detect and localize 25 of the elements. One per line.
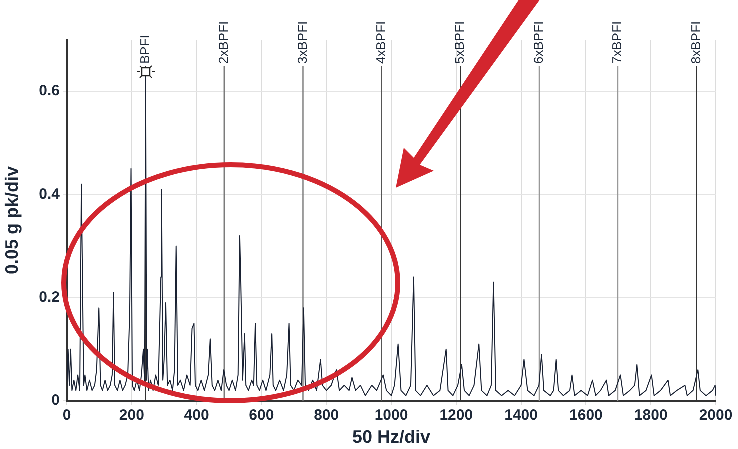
y-axis-title: 0.05 g pk/div <box>2 166 22 275</box>
ref-line-label: 2xBPFI <box>216 21 231 64</box>
ref-line-label: BPFI <box>137 35 152 64</box>
x-tick-label: 1800 <box>634 407 668 424</box>
x-tick-label: 1600 <box>570 407 603 424</box>
ref-line-label: 3xBPFI <box>294 21 310 64</box>
ref-line-label: 6xBPFI <box>531 21 546 64</box>
x-tick-label: 1000 <box>374 407 408 424</box>
y-tick-label: 0 <box>52 392 60 410</box>
ref-line-label: 5xBPFI <box>452 21 468 64</box>
ref-line-label: 7xBPFI <box>610 21 625 64</box>
x-tick-label: 2000 <box>699 407 733 424</box>
y-tick-label: 0.4 <box>39 186 61 203</box>
ref-line-label: 4xBPFI <box>373 21 388 64</box>
x-tick-label: 800 <box>314 407 340 424</box>
x-tick-label: 600 <box>249 407 274 424</box>
x-axis-title: 50 Hz/div <box>352 427 431 448</box>
x-tick-label: 1400 <box>504 407 538 424</box>
y-tick-label: 0.2 <box>39 289 60 306</box>
ref-line-label: 8xBPFI <box>688 21 704 64</box>
x-tick-label: 200 <box>119 407 144 424</box>
x-tick-label: 400 <box>184 407 210 424</box>
x-tick-label: 0 <box>62 407 72 424</box>
y-tick-label: 0.6 <box>39 82 60 100</box>
x-tick-label: 1200 <box>440 407 474 424</box>
